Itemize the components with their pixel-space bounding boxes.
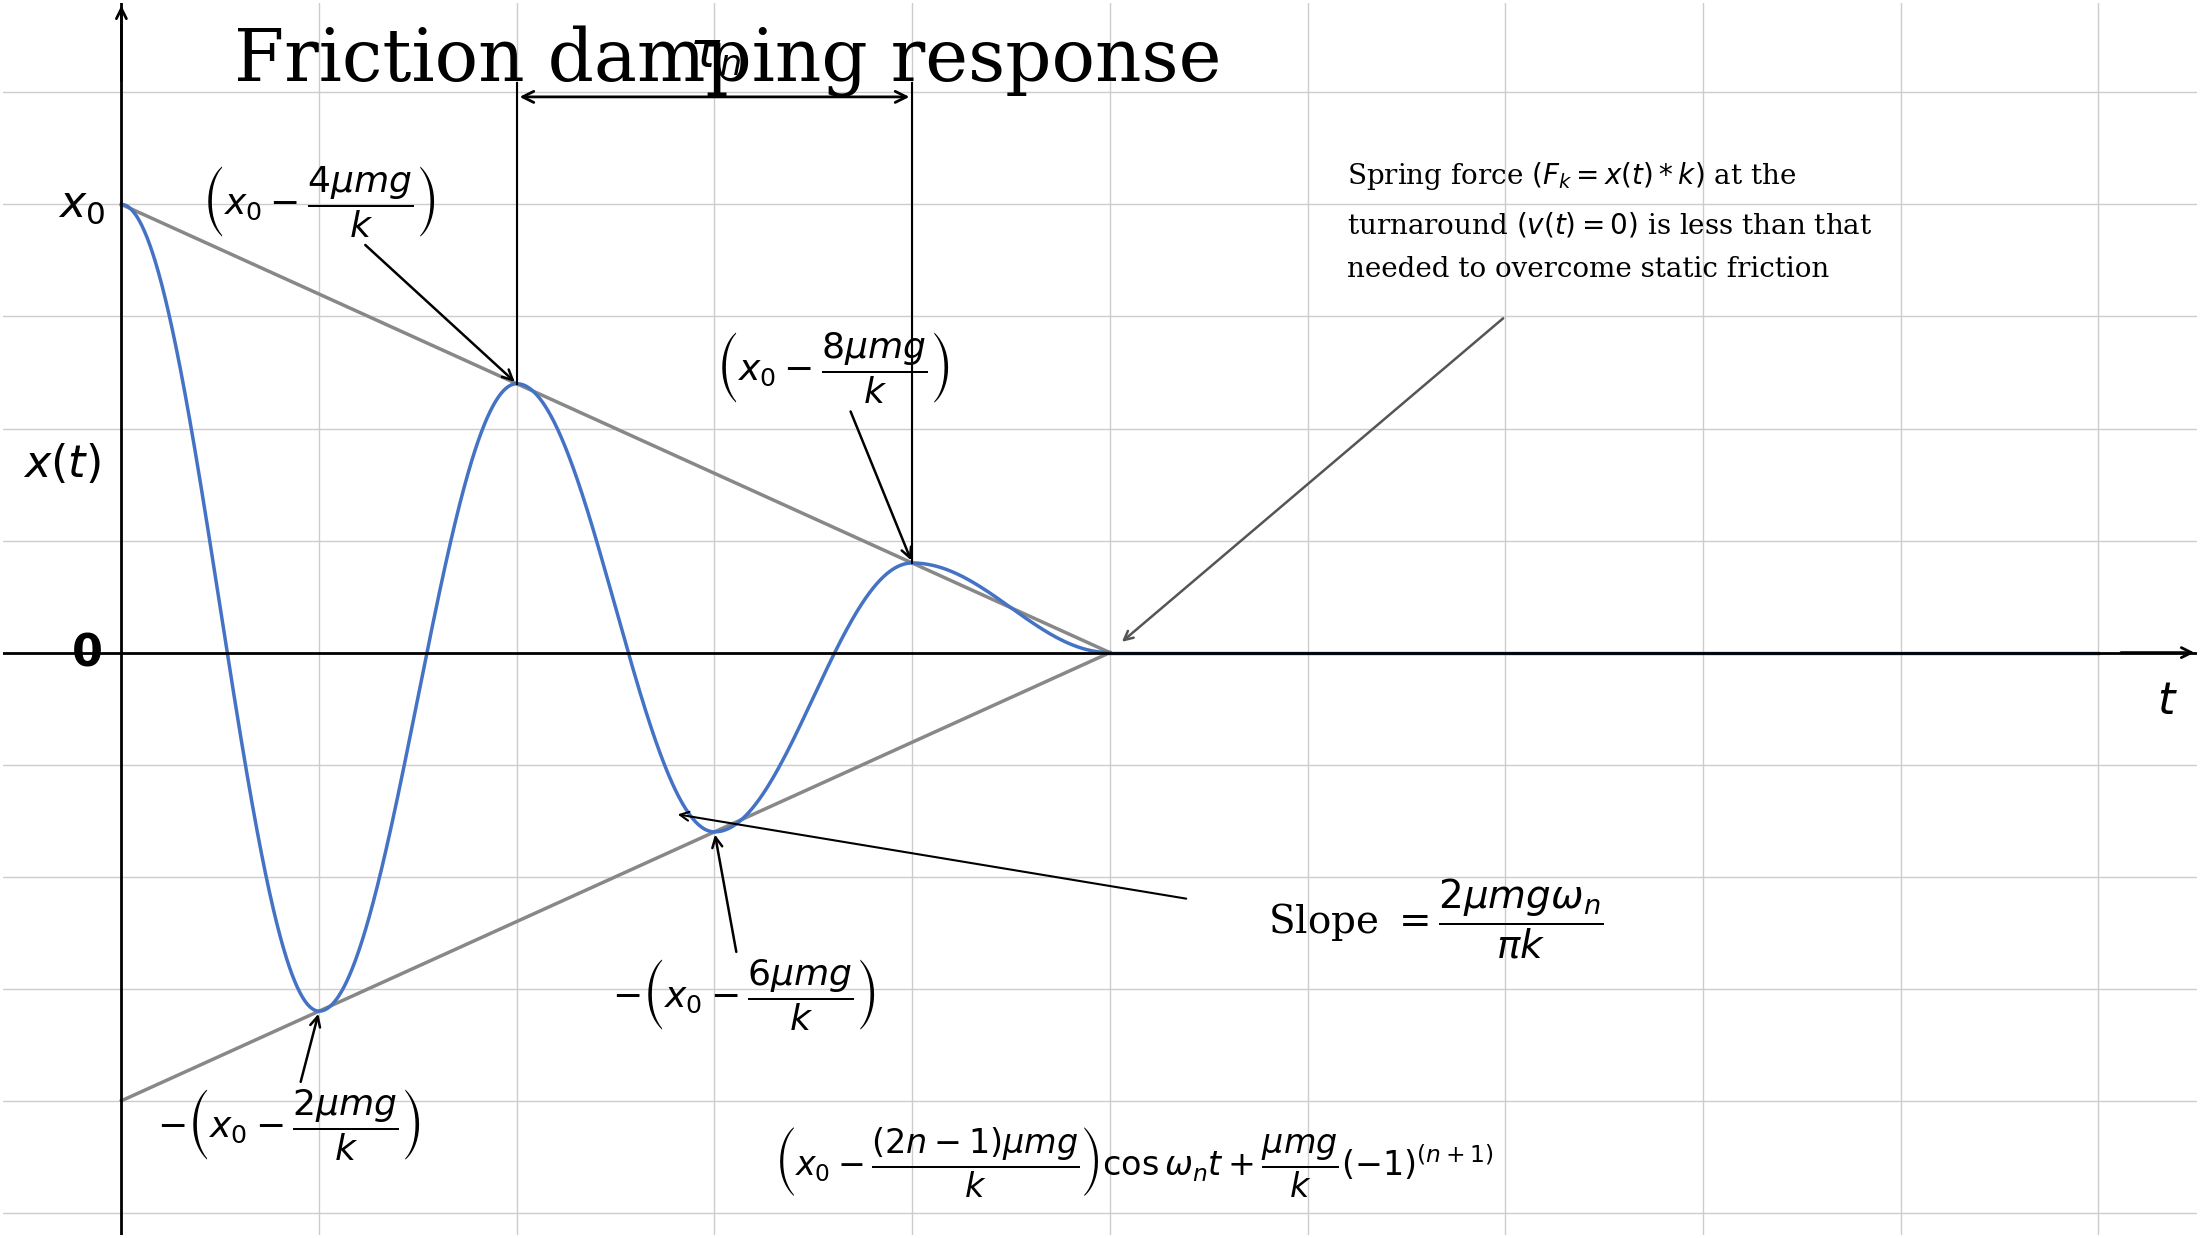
Text: $\left(x_0 - \dfrac{4\mu mg}{k}\right)$: $\left(x_0 - \dfrac{4\mu mg}{k}\right)$ (202, 165, 513, 380)
Text: Friction damping response: Friction damping response (233, 25, 1221, 97)
Text: $-\left(x_0 - \dfrac{2\mu mg}{k}\right)$: $-\left(x_0 - \dfrac{2\mu mg}{k}\right)$ (158, 1016, 422, 1162)
Text: $t$: $t$ (2156, 680, 2178, 723)
Text: $x(t)$: $x(t)$ (22, 442, 101, 487)
Text: $\mathbf{0}$: $\mathbf{0}$ (70, 631, 101, 675)
Text: $\left(x_0 - \dfrac{8\mu mg}{k}\right)$: $\left(x_0 - \dfrac{8\mu mg}{k}\right)$ (717, 331, 950, 558)
Text: Spring force $(F_k = x(t) * k)$ at the
turnaround $(v(t) = 0)$ is less than that: Spring force $(F_k = x(t) * k)$ at the t… (1346, 160, 1872, 282)
Text: $\left(x_0 - \dfrac{(2n-1)\mu mg}{k}\right)\cos\omega_n t + \dfrac{\mu mg}{k}(-1: $\left(x_0 - \dfrac{(2n-1)\mu mg}{k}\rig… (774, 1125, 1494, 1200)
Text: $x_0$: $x_0$ (59, 183, 106, 227)
Text: $\tau_n$: $\tau_n$ (689, 30, 741, 79)
Text: $-\left(x_0 - \dfrac{6\mu mg}{k}\right)$: $-\left(x_0 - \dfrac{6\mu mg}{k}\right)$ (612, 837, 876, 1032)
Text: Slope $= \dfrac{2\mu mg\omega_n}{\pi k}$: Slope $= \dfrac{2\mu mg\omega_n}{\pi k}$ (1267, 877, 1604, 961)
